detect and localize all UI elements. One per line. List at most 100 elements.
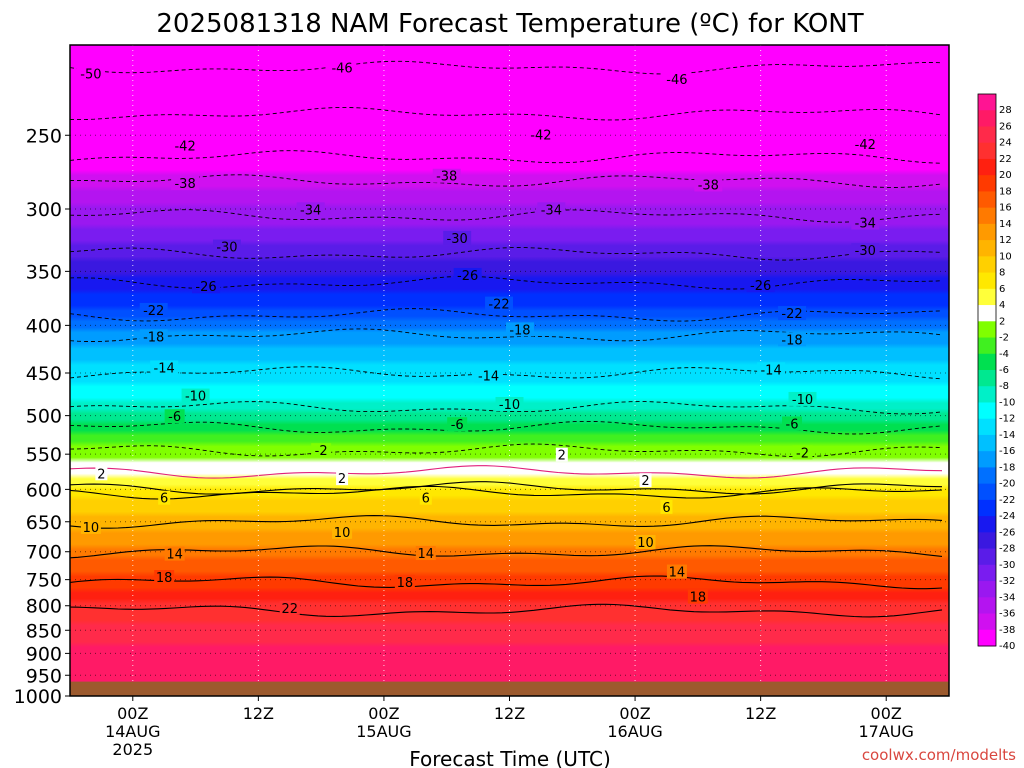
colorbar-swatch (978, 499, 996, 517)
colorbar-label: -28 (999, 544, 1015, 555)
isotherm-label-bg (171, 175, 200, 190)
colorbar-swatch (978, 305, 996, 322)
colorbar-swatch (978, 256, 996, 274)
y-tick-label: 800 (26, 596, 62, 618)
colorbar-label: -10 (999, 397, 1015, 408)
isotherm-14 (70, 545, 943, 559)
isotherm-label: -34 (851, 215, 880, 232)
isotherm-label: -42 (851, 136, 880, 153)
colorbar-swatch (978, 597, 996, 615)
colorbar-label: -16 (999, 446, 1015, 457)
isotherm-label-bg (505, 322, 534, 337)
isotherm-label-bg (851, 215, 880, 230)
isotherm-label: 14 (164, 546, 185, 563)
isotherm-label: -6 (164, 409, 185, 425)
isotherm-label-text: 2 (338, 472, 346, 487)
colorbar-swatch (978, 223, 996, 241)
isotherm-label-text: 2 (641, 474, 649, 489)
x-tick-label: 12Z (494, 704, 525, 723)
isotherm-label-text: -26 (457, 269, 478, 284)
isotherm-10 (70, 515, 943, 529)
colorbar-label: 12 (999, 235, 1012, 246)
isotherm-label: 14 (666, 564, 687, 581)
isotherm-label-text: -6 (168, 410, 181, 425)
isotherm-label-text: -34 (855, 217, 876, 232)
colorbar-swatch (978, 386, 996, 403)
isotherm-label-bg (474, 368, 503, 383)
isotherm-label: 10 (332, 524, 353, 541)
isotherm-label: -42 (526, 127, 555, 143)
isotherm--38 (70, 174, 943, 188)
isotherm-label-text: 22 (281, 602, 298, 617)
isotherm-label-text: -18 (781, 333, 802, 348)
colorbar-label: -36 (999, 609, 1015, 620)
isotherm-label-text: -10 (185, 390, 206, 405)
isotherm-label: 10 (80, 519, 101, 536)
colorbar-label: -18 (999, 462, 1015, 473)
isotherm-label-text: -22 (781, 307, 802, 322)
isotherm-label: -30 (443, 230, 472, 247)
colorbar-label: 14 (999, 219, 1012, 230)
isotherm-label-text: -22 (488, 298, 509, 313)
isotherm-label-bg (851, 243, 880, 258)
plot-area: -50 -46 -46 -42 -42 -42 -38 -38 -38 -34 -34 -34 -30 -… (70, 45, 949, 696)
y-tick-label: 450 (26, 363, 62, 385)
isotherm-label-text: -42 (855, 138, 876, 153)
colorbar-swatch (978, 240, 996, 257)
y-tick-label: 600 (26, 479, 62, 501)
colorbar-label: 26 (999, 121, 1012, 132)
isotherm-label: -50 (76, 66, 105, 82)
isotherm-label-text: -34 (541, 203, 562, 218)
isotherm-label-bg (192, 279, 221, 294)
isotherm-label: -6 (782, 416, 803, 432)
colorbar-swatch (978, 191, 996, 209)
isotherm-label: -34 (296, 202, 325, 218)
isotherm-label: -30 (212, 239, 241, 256)
colorbar-swatch (978, 467, 996, 485)
isotherm-label-text: -42 (530, 128, 551, 143)
y-tick-label: 250 (26, 125, 62, 147)
isotherm-label: -26 (453, 267, 482, 284)
isotherm-label-text: 10 (334, 526, 351, 541)
isotherm-label-text: 14 (166, 548, 183, 563)
colorbar-swatch (978, 353, 996, 371)
colorbar-label: 18 (999, 186, 1012, 197)
isotherm-label-bg (687, 589, 708, 604)
isotherm-label: -38 (171, 175, 200, 192)
isotherm-label-text: -46 (331, 62, 352, 77)
isotherm-label: -10 (495, 396, 524, 413)
isotherm-label-bg (158, 490, 171, 505)
isotherm-label-text: -22 (143, 304, 164, 319)
isotherm-label-bg (80, 519, 101, 534)
isotherm-label-bg (660, 499, 673, 514)
isotherm-label: -22 (139, 302, 168, 319)
isotherm-label: -14 (474, 368, 503, 385)
x-tick-label: 00Z (117, 704, 148, 723)
colorbar-label: -12 (999, 414, 1015, 425)
colorbar-swatch (978, 142, 996, 160)
x-tick-date: 16AUG (607, 722, 662, 741)
isotherm-6 (70, 485, 943, 500)
isotherm-label: -22 (485, 296, 514, 313)
colorbar-label: 22 (999, 154, 1012, 165)
y-tick-label: 1000 (14, 686, 62, 708)
isotherm-label-bg (782, 416, 803, 431)
colorbar-label: 6 (999, 284, 1005, 295)
isotherm-label-text: -30 (216, 241, 237, 256)
isotherm--50 (70, 60, 943, 75)
y-tick-label: 550 (26, 444, 62, 466)
isotherm-label-bg (662, 71, 691, 86)
isotherm-label-text: -42 (174, 139, 195, 154)
isotherm-label-text: 10 (637, 536, 654, 551)
x-tick-label: 12Z (745, 704, 776, 723)
colorbar-swatch (978, 370, 996, 387)
isotherm-label-bg (394, 574, 415, 589)
x-tick-date: 14AUG (105, 722, 160, 741)
isotherm-label-bg (453, 267, 482, 282)
colorbar-label: -8 (999, 381, 1009, 392)
isotherm-label-text: -14 (760, 363, 781, 378)
colorbar-label: 24 (999, 138, 1012, 149)
isotherm-label: 18 (687, 589, 708, 606)
isotherm-label: 2 (336, 471, 349, 487)
colorbar-swatch (978, 272, 996, 290)
